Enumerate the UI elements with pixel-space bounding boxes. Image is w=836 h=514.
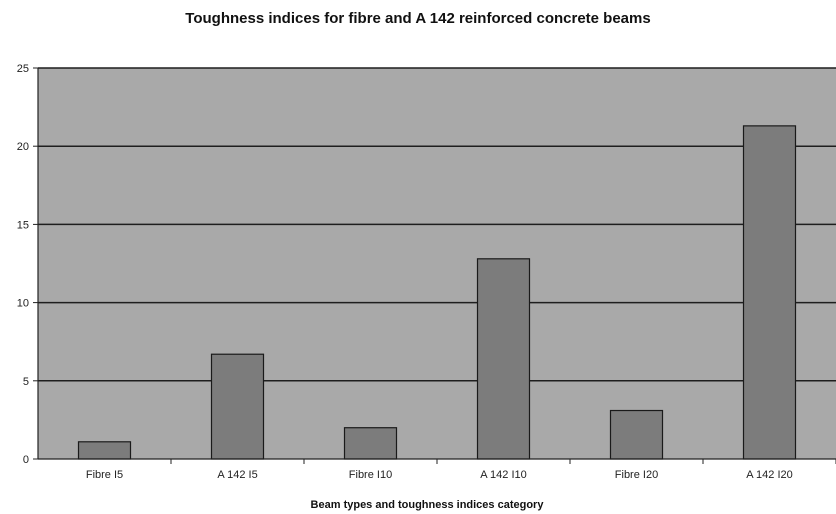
bar (210, 353, 265, 460)
x-axis-ticks: Fibre I5 A 142 I5 Fibre I10 A 142 I10 Fibre … (86, 459, 836, 481)
x-tick-label: Fibre I20 (615, 469, 658, 481)
x-tick-label: A 142 I5 (217, 469, 257, 481)
chart-title: Toughness indices for fibre and A 142 re… (185, 10, 651, 27)
bar (343, 427, 398, 460)
x-tick-label: A 142 I20 (746, 469, 793, 481)
x-tick-label: Fibre I10 (349, 469, 392, 481)
plot-area (38, 68, 836, 459)
bar (77, 441, 132, 460)
bar (476, 258, 531, 460)
y-tick-label: 10 (17, 298, 29, 310)
y-tick-label: 0 (23, 454, 29, 466)
y-tick-label: 20 (17, 141, 29, 153)
bars (77, 125, 797, 460)
x-axis-title: Beam types and toughness indices categor… (311, 499, 545, 511)
y-tick-label: 15 (17, 219, 29, 231)
y-tick-label: 5 (23, 376, 29, 388)
x-tick-label: Fibre I5 (86, 469, 123, 481)
bar (609, 409, 664, 460)
bar (742, 125, 797, 460)
x-tick-label: A 142 I10 (480, 469, 527, 481)
y-axis-ticks: 0 5 10 15 20 25 (17, 63, 38, 466)
gridlines (38, 67, 836, 382)
y-tick-label: 25 (17, 63, 29, 75)
